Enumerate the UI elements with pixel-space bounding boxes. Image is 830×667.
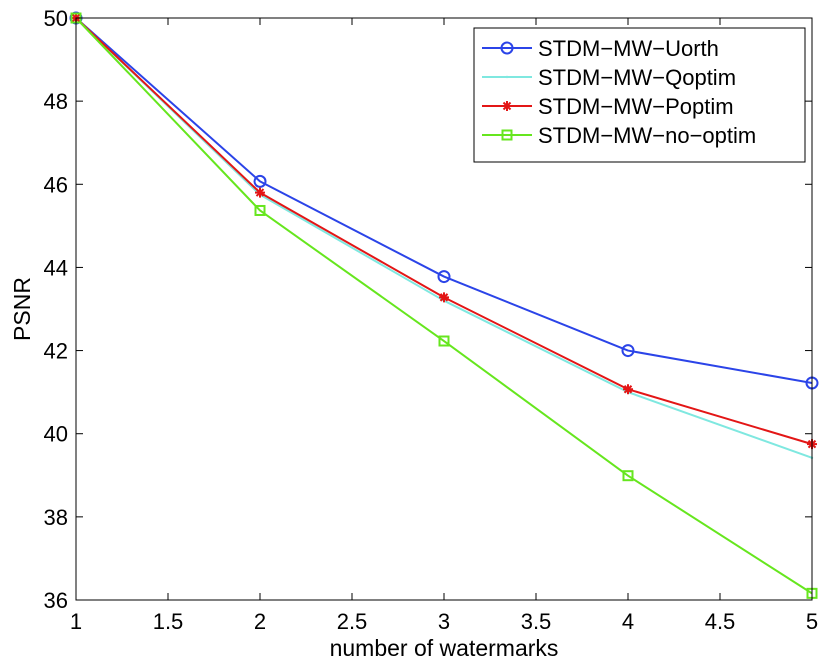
legend-marker bbox=[502, 101, 512, 111]
x-tick-label: 2 bbox=[254, 609, 266, 634]
legend-entry: STDM−MW−no−optim bbox=[482, 123, 756, 148]
y-axis-label: PSNR bbox=[9, 277, 35, 341]
x-tick-label: 1 bbox=[70, 609, 82, 634]
y-tick-label: 46 bbox=[44, 172, 68, 197]
x-tick-label: 3.5 bbox=[521, 609, 552, 634]
legend-entry: STDM−MW−Uorth bbox=[482, 36, 719, 61]
legend-box bbox=[473, 27, 806, 163]
x-tick-label: 3 bbox=[438, 609, 450, 634]
legend-label: STDM−MW−Qoptim bbox=[538, 65, 736, 90]
legend-label: STDM−MW−no−optim bbox=[538, 123, 756, 148]
y-tick-label: 40 bbox=[44, 422, 68, 447]
series-line-4 bbox=[75, 17, 813, 595]
series-4-point bbox=[438, 335, 450, 347]
legend-entry: STDM−MW−Qoptim bbox=[482, 65, 736, 90]
y-tick-label: 48 bbox=[44, 89, 68, 114]
series-1-point bbox=[253, 174, 267, 188]
y-tick-label: 38 bbox=[44, 505, 68, 530]
y-tick-label: 44 bbox=[44, 255, 68, 280]
series-4-point bbox=[622, 470, 634, 482]
series-1-point bbox=[621, 344, 635, 358]
legend-label: STDM−MW−Uorth bbox=[538, 36, 719, 61]
legend: STDM−MW−Uorth STDM−MW−Qoptim STDM−MW−Popti… bbox=[473, 27, 806, 163]
legend-marker bbox=[505, 75, 509, 79]
x-tick-label: 1.5 bbox=[153, 609, 184, 634]
legend-marker bbox=[500, 41, 514, 55]
y-tick-label: 36 bbox=[44, 588, 68, 613]
x-tick-label: 4 bbox=[622, 609, 634, 634]
x-tick-label: 5 bbox=[806, 609, 818, 634]
series-3-point bbox=[255, 187, 265, 198]
axis-ticks: 1 1.5 2 2.5 3 3.5 4 4.5 5 36 38 40 42 44 46 48 50 bbox=[44, 6, 819, 634]
x-tick-label: 2.5 bbox=[337, 609, 368, 634]
legend-marker bbox=[501, 129, 513, 141]
y-tick-label: 50 bbox=[44, 6, 68, 31]
series-3-point bbox=[439, 292, 449, 303]
series-3-point bbox=[623, 384, 633, 395]
x-tick-label: 4.5 bbox=[705, 609, 736, 634]
y-tick-label: 42 bbox=[44, 339, 68, 364]
legend-label: STDM−MW−Poptim bbox=[538, 94, 734, 119]
x-axis-label: number of watermarks bbox=[330, 635, 559, 661]
series-line-1 bbox=[75, 17, 813, 384]
series-1-point bbox=[437, 270, 451, 284]
series-4-point bbox=[254, 204, 266, 216]
legend-entry: STDM−MW−Poptim bbox=[482, 94, 734, 119]
